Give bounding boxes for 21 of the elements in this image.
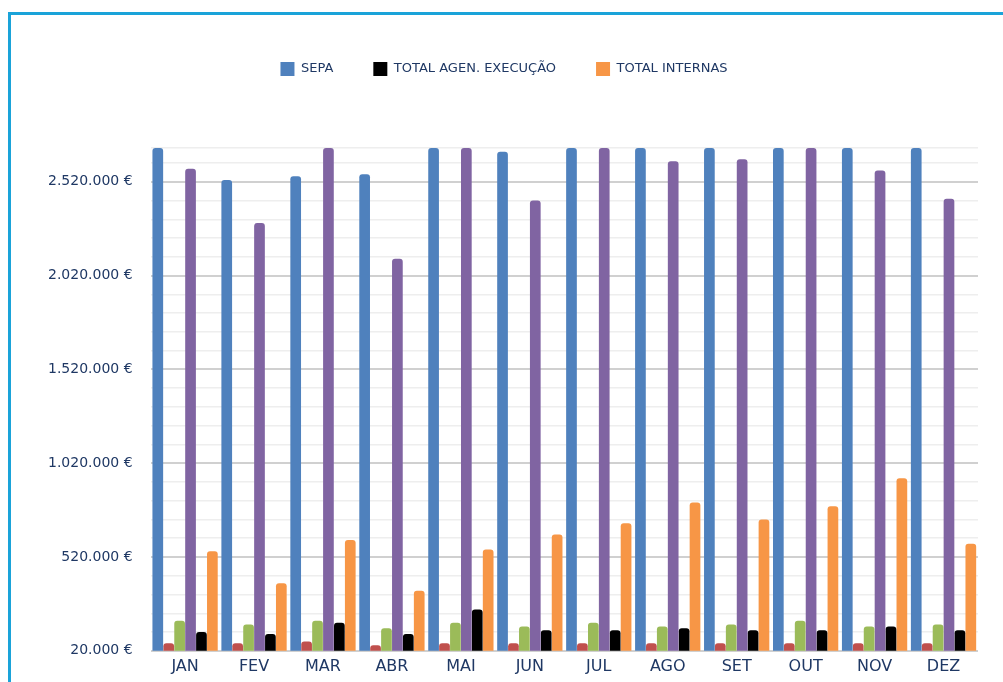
x-tick-label: MAR bbox=[305, 655, 341, 675]
y-tick-label: 1.520.000 € bbox=[48, 360, 133, 377]
legend-label: SEPA bbox=[300, 60, 334, 76]
y-tick-label: 20.000 € bbox=[70, 641, 133, 658]
x-tick-label: AGO bbox=[649, 655, 686, 675]
legend-label: TOTAL INTERNAS bbox=[615, 60, 728, 76]
y-tick-label: 1.020.000 € bbox=[48, 453, 133, 470]
y-tick-label: 2.020.000 € bbox=[48, 266, 133, 283]
legend-label: TOTAL AGEN. EXECUÇÃO bbox=[392, 60, 557, 76]
x-tick-label: DEZ bbox=[926, 655, 961, 675]
x-tick-label: MAI bbox=[446, 655, 476, 675]
x-tick-label: JUL bbox=[585, 655, 612, 675]
x-tick-label: JUN bbox=[514, 655, 545, 675]
x-tick-label: OUT bbox=[788, 655, 823, 675]
y-tick-label: 2.520.000 € bbox=[48, 172, 133, 189]
y-tick-label: 520.000 € bbox=[61, 547, 133, 564]
x-tick-label: SET bbox=[721, 655, 752, 675]
x-tick-label: NOV bbox=[856, 655, 893, 675]
x-tick-label: FEV bbox=[238, 655, 270, 675]
x-tick-label: JAN bbox=[170, 655, 199, 675]
x-tick-label: ABR bbox=[375, 655, 409, 675]
